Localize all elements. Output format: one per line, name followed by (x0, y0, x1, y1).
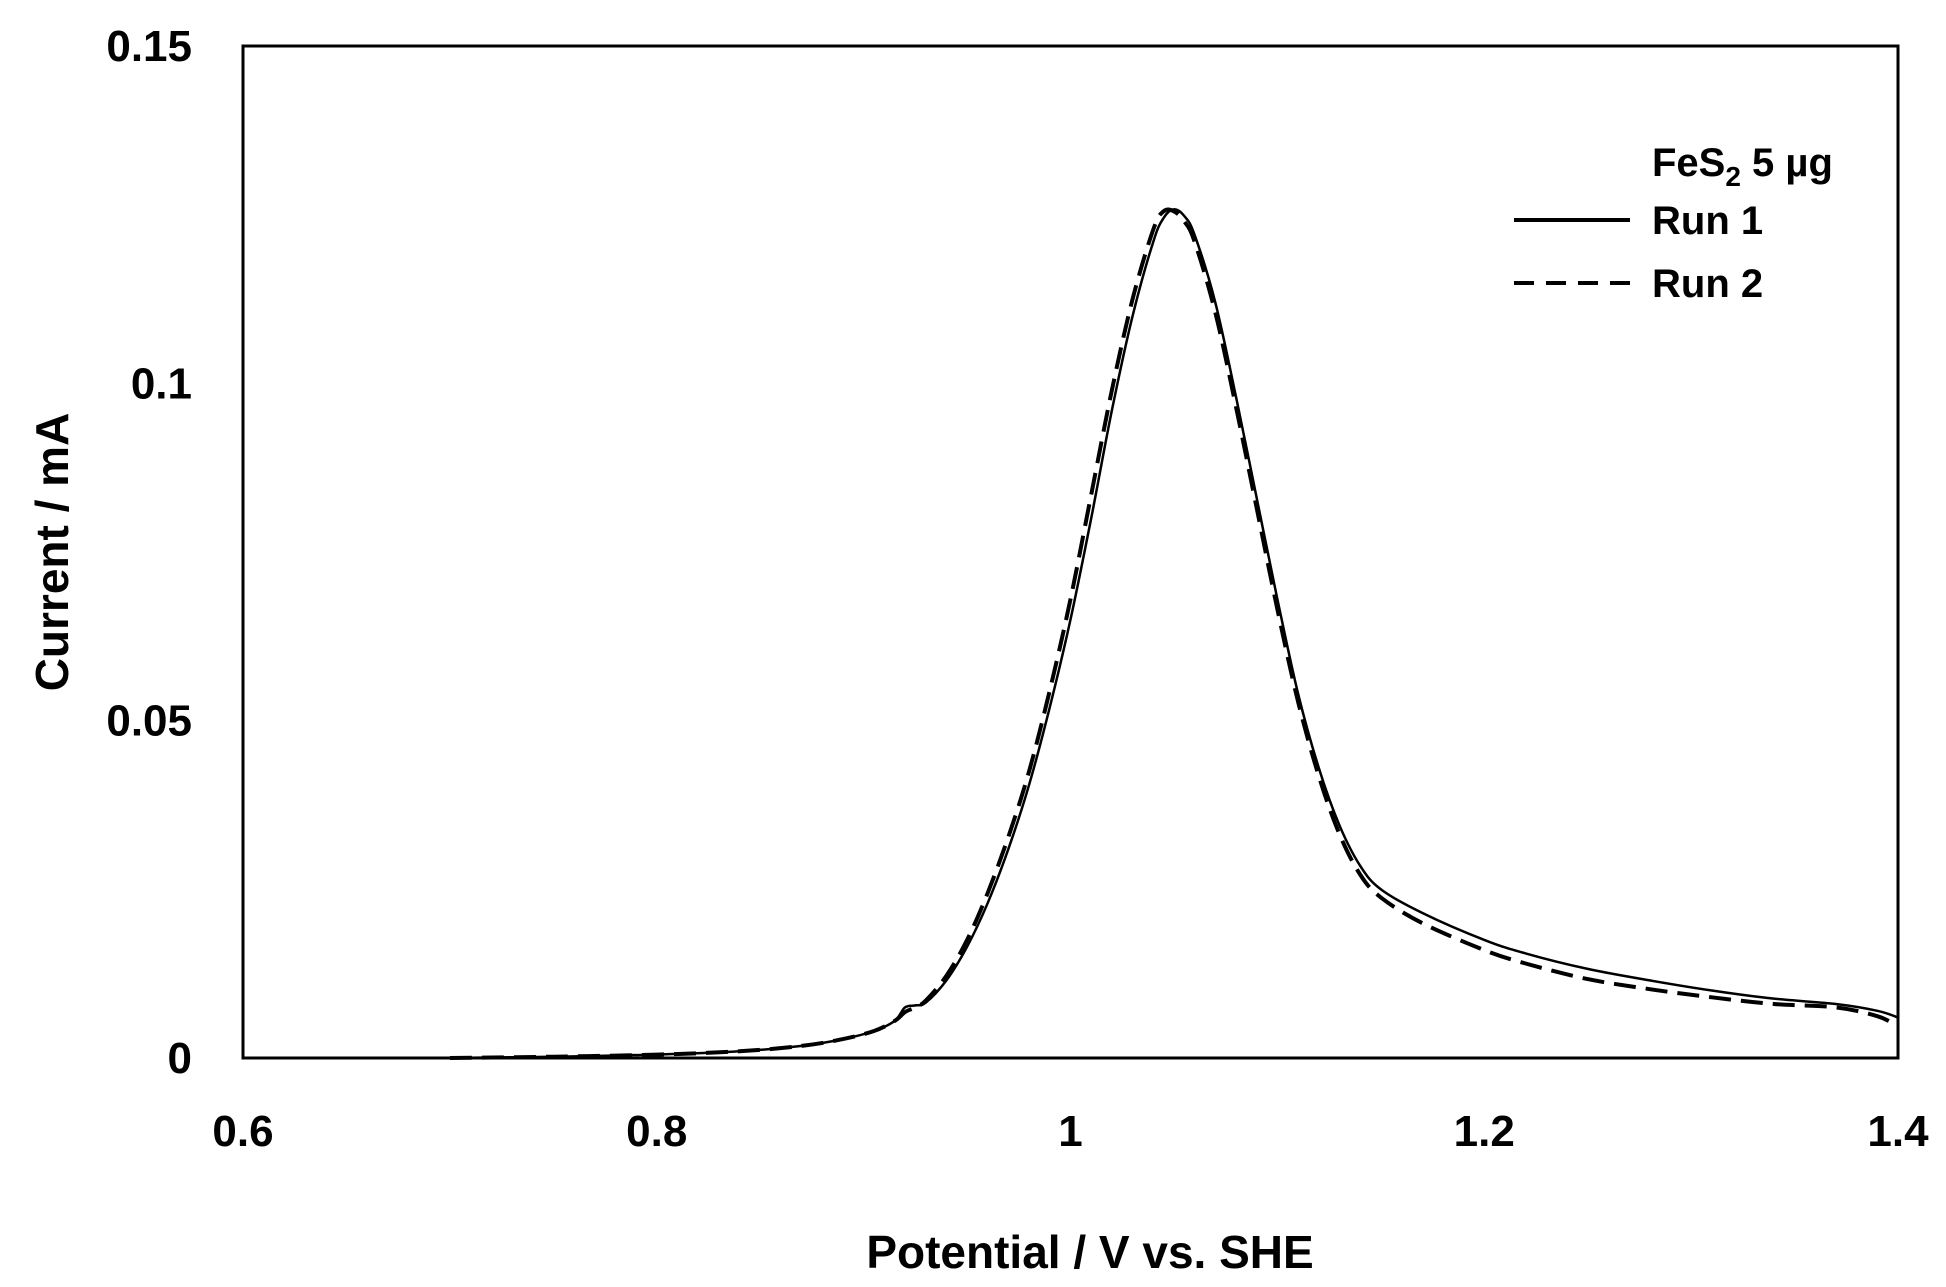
legend-label-run-2: Run 2 (1652, 262, 1763, 306)
y-tick-label: 0 (168, 1034, 192, 1083)
legend-title-formula: FeS (1652, 141, 1725, 185)
legend-title-mass: 5 µg (1741, 141, 1833, 185)
y-axis-title: Current / mA (26, 413, 78, 692)
x-tick-label: 0.6 (212, 1107, 273, 1156)
legend-label-run-1: Run 1 (1652, 199, 1763, 243)
x-tick-label: 1.4 (1867, 1107, 1929, 1156)
y-tick-label: 0.1 (131, 359, 192, 408)
legend: FeS2 5 µg Run 1 Run 2 (1514, 141, 1833, 306)
x-tick-label: 1.2 (1454, 1107, 1515, 1156)
tick-labels: 0.6 0.8 1 1.2 1.4 0 0.05 0.1 0.15 (106, 22, 1929, 1156)
x-tick-label: 0.8 (626, 1107, 687, 1156)
series-line-2 (449, 207, 1899, 1060)
series-layer (449, 207, 1899, 1060)
legend-title: FeS2 5 µg (1652, 141, 1833, 192)
legend-title-subscript: 2 (1725, 161, 1741, 192)
x-tick-label: 1 (1058, 1107, 1082, 1156)
y-tick-label: 0.05 (106, 697, 192, 746)
y-tick-label: 0.15 (106, 22, 192, 71)
x-axis-title: Potential / V vs. SHE (866, 1226, 1313, 1278)
plot-area-frame (241, 44, 1900, 1060)
